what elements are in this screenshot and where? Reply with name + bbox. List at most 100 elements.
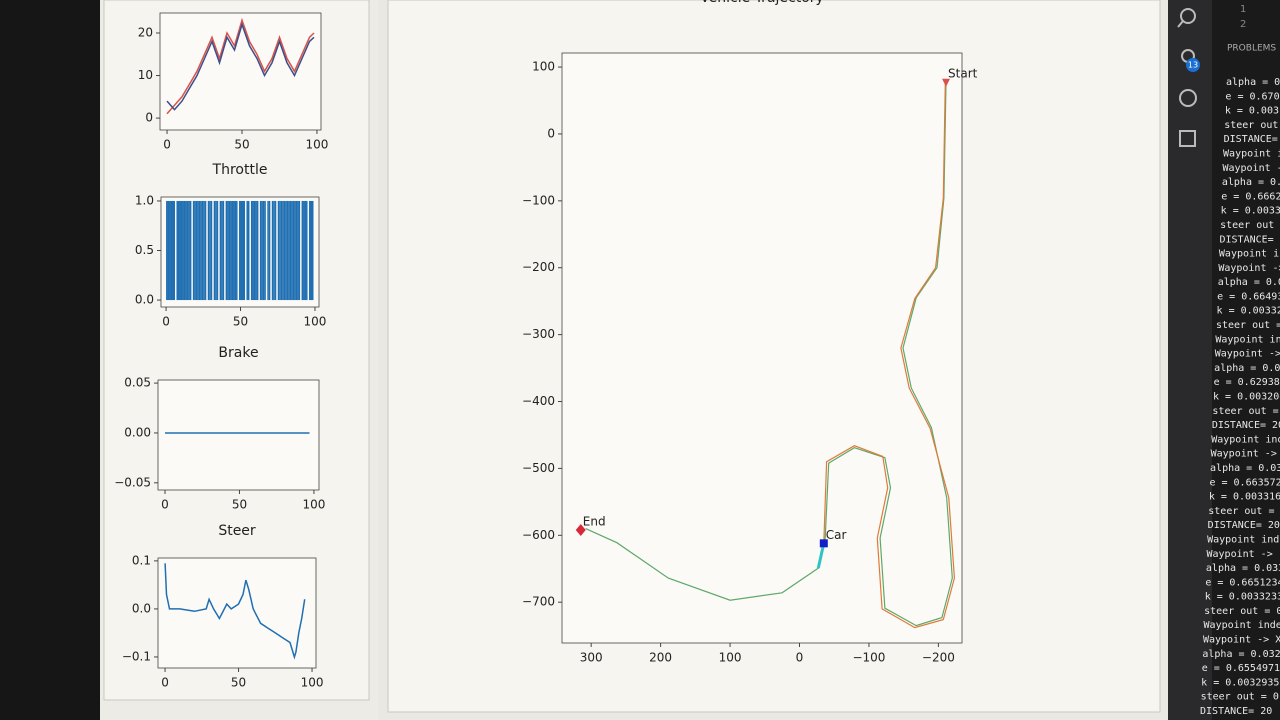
- x-tick-label: 0: [161, 498, 169, 512]
- console-line: Waypoint inde: [1207, 534, 1280, 545]
- console-line: k = 0.0032935: [1201, 677, 1279, 688]
- plot-area: [561, 52, 963, 644]
- bar: [280, 200, 283, 301]
- x-tick-label: 0: [161, 676, 169, 690]
- bar: [228, 200, 231, 301]
- bar: [176, 200, 178, 301]
- console-line: alpha = 0.0: [1214, 363, 1280, 374]
- monitor-bezel: [0, 0, 100, 720]
- annotation: End: [583, 514, 606, 528]
- x-tick-label: −200: [922, 651, 955, 665]
- bar: [283, 200, 286, 301]
- bar: [297, 200, 299, 301]
- x-tick-label: 100: [719, 651, 742, 665]
- console-line: e = 0.6651234: [1205, 577, 1280, 588]
- y-tick-label: 0.0: [132, 601, 151, 615]
- console-line: DISTANCE= 20: [1212, 420, 1280, 431]
- console-line: k = 0.0033: [1221, 206, 1280, 217]
- y-tick-label: 0.0: [135, 293, 154, 307]
- extensions-icon[interactable]: [1179, 130, 1196, 147]
- console: alpha = 0 e = 0.670 k = 0.003 steer out DIST…: [1200, 77, 1280, 717]
- console-line: e = 0.6662: [1221, 191, 1280, 202]
- bar: [253, 200, 256, 301]
- x-tick-label: 0: [796, 651, 804, 665]
- activity-bar: [1168, 0, 1212, 720]
- bar: [274, 200, 277, 301]
- console-line: Waypoint ->: [1211, 449, 1277, 460]
- bar: [255, 200, 257, 301]
- y-tick-label: −200: [522, 260, 555, 274]
- bar: [210, 200, 213, 301]
- debug-icon[interactable]: [1179, 89, 1197, 107]
- start-marker: [942, 78, 951, 87]
- y-tick-label: 100: [532, 60, 555, 74]
- console-line: steer out =: [1212, 406, 1278, 417]
- console-line: e = 0.6554971: [1202, 663, 1280, 674]
- y-tick-label: 0.00: [124, 425, 151, 439]
- chart-title: Brake: [218, 345, 258, 361]
- x-tick-label: 0: [163, 138, 171, 152]
- bar: [282, 200, 284, 301]
- bar: [261, 200, 263, 301]
- bar: [227, 200, 229, 301]
- y-tick-label: 10: [138, 68, 153, 82]
- bar: [285, 200, 287, 301]
- x-tick-label: 100: [304, 315, 327, 329]
- bar: [292, 200, 295, 301]
- bar: [219, 200, 222, 301]
- bar: [213, 200, 216, 301]
- y-tick-label: −600: [522, 528, 555, 542]
- bar: [169, 200, 171, 301]
- line-series: [823, 81, 956, 629]
- y-tick-label: −100: [522, 193, 555, 207]
- line-series: [585, 83, 953, 627]
- line-series: [816, 542, 826, 569]
- x-tick-label: 200: [649, 651, 672, 665]
- x-tick-label: 50: [232, 498, 247, 512]
- bar: [197, 200, 199, 301]
- bar: [304, 200, 307, 301]
- bar: [236, 200, 238, 301]
- bar: [309, 200, 311, 301]
- bar: [179, 200, 181, 301]
- bar: [186, 200, 189, 301]
- problems-tab[interactable]: PROBLEMS: [1227, 44, 1276, 54]
- console-line: k = 0.003316: [1209, 492, 1280, 503]
- line-series: [166, 22, 315, 111]
- y-tick-label: 1.0: [135, 193, 154, 207]
- bar: [234, 200, 237, 301]
- badge-count: 13: [1188, 61, 1198, 70]
- console-line: e = 0.629380: [1214, 377, 1280, 388]
- bar: [192, 200, 195, 301]
- bar: [209, 200, 211, 301]
- console-line: k = 0.00332: [1217, 306, 1280, 317]
- bar: [279, 200, 281, 301]
- search-icon-handle: [1177, 20, 1184, 28]
- chart-title: Steer: [218, 523, 256, 539]
- bar: [183, 200, 186, 301]
- bar: [259, 200, 262, 301]
- bar: [262, 200, 265, 301]
- plot-area: [157, 557, 317, 669]
- console-line: alpha = 0: [1226, 77, 1280, 88]
- bar: [230, 200, 232, 301]
- y-tick-label: −300: [522, 327, 555, 341]
- y-tick-label: −700: [522, 595, 555, 609]
- bar: [306, 200, 308, 301]
- y-tick-label: −0.1: [122, 649, 151, 663]
- x-tick-label: 50: [231, 676, 246, 690]
- y-tick-label: −0.05: [114, 475, 151, 489]
- search-icon[interactable]: [1180, 8, 1196, 24]
- console-line: Waypoint -> X: [1203, 635, 1280, 646]
- console-line: e = 0.670: [1225, 91, 1279, 102]
- console-line: alpha = 0.032: [1202, 649, 1280, 660]
- bar: [312, 200, 314, 301]
- line-series: [164, 563, 306, 660]
- console-line: DISTANCE= 20: [1200, 706, 1272, 717]
- console-line: Waypoint ->: [1218, 263, 1280, 274]
- annotation: Start: [948, 66, 978, 80]
- console-line: alpha = 0.033: [1206, 563, 1280, 574]
- y-tick-label: −500: [522, 461, 555, 475]
- console-line: Waypoint ind: [1211, 434, 1280, 445]
- console-line: Waypoint ind: [1215, 334, 1280, 345]
